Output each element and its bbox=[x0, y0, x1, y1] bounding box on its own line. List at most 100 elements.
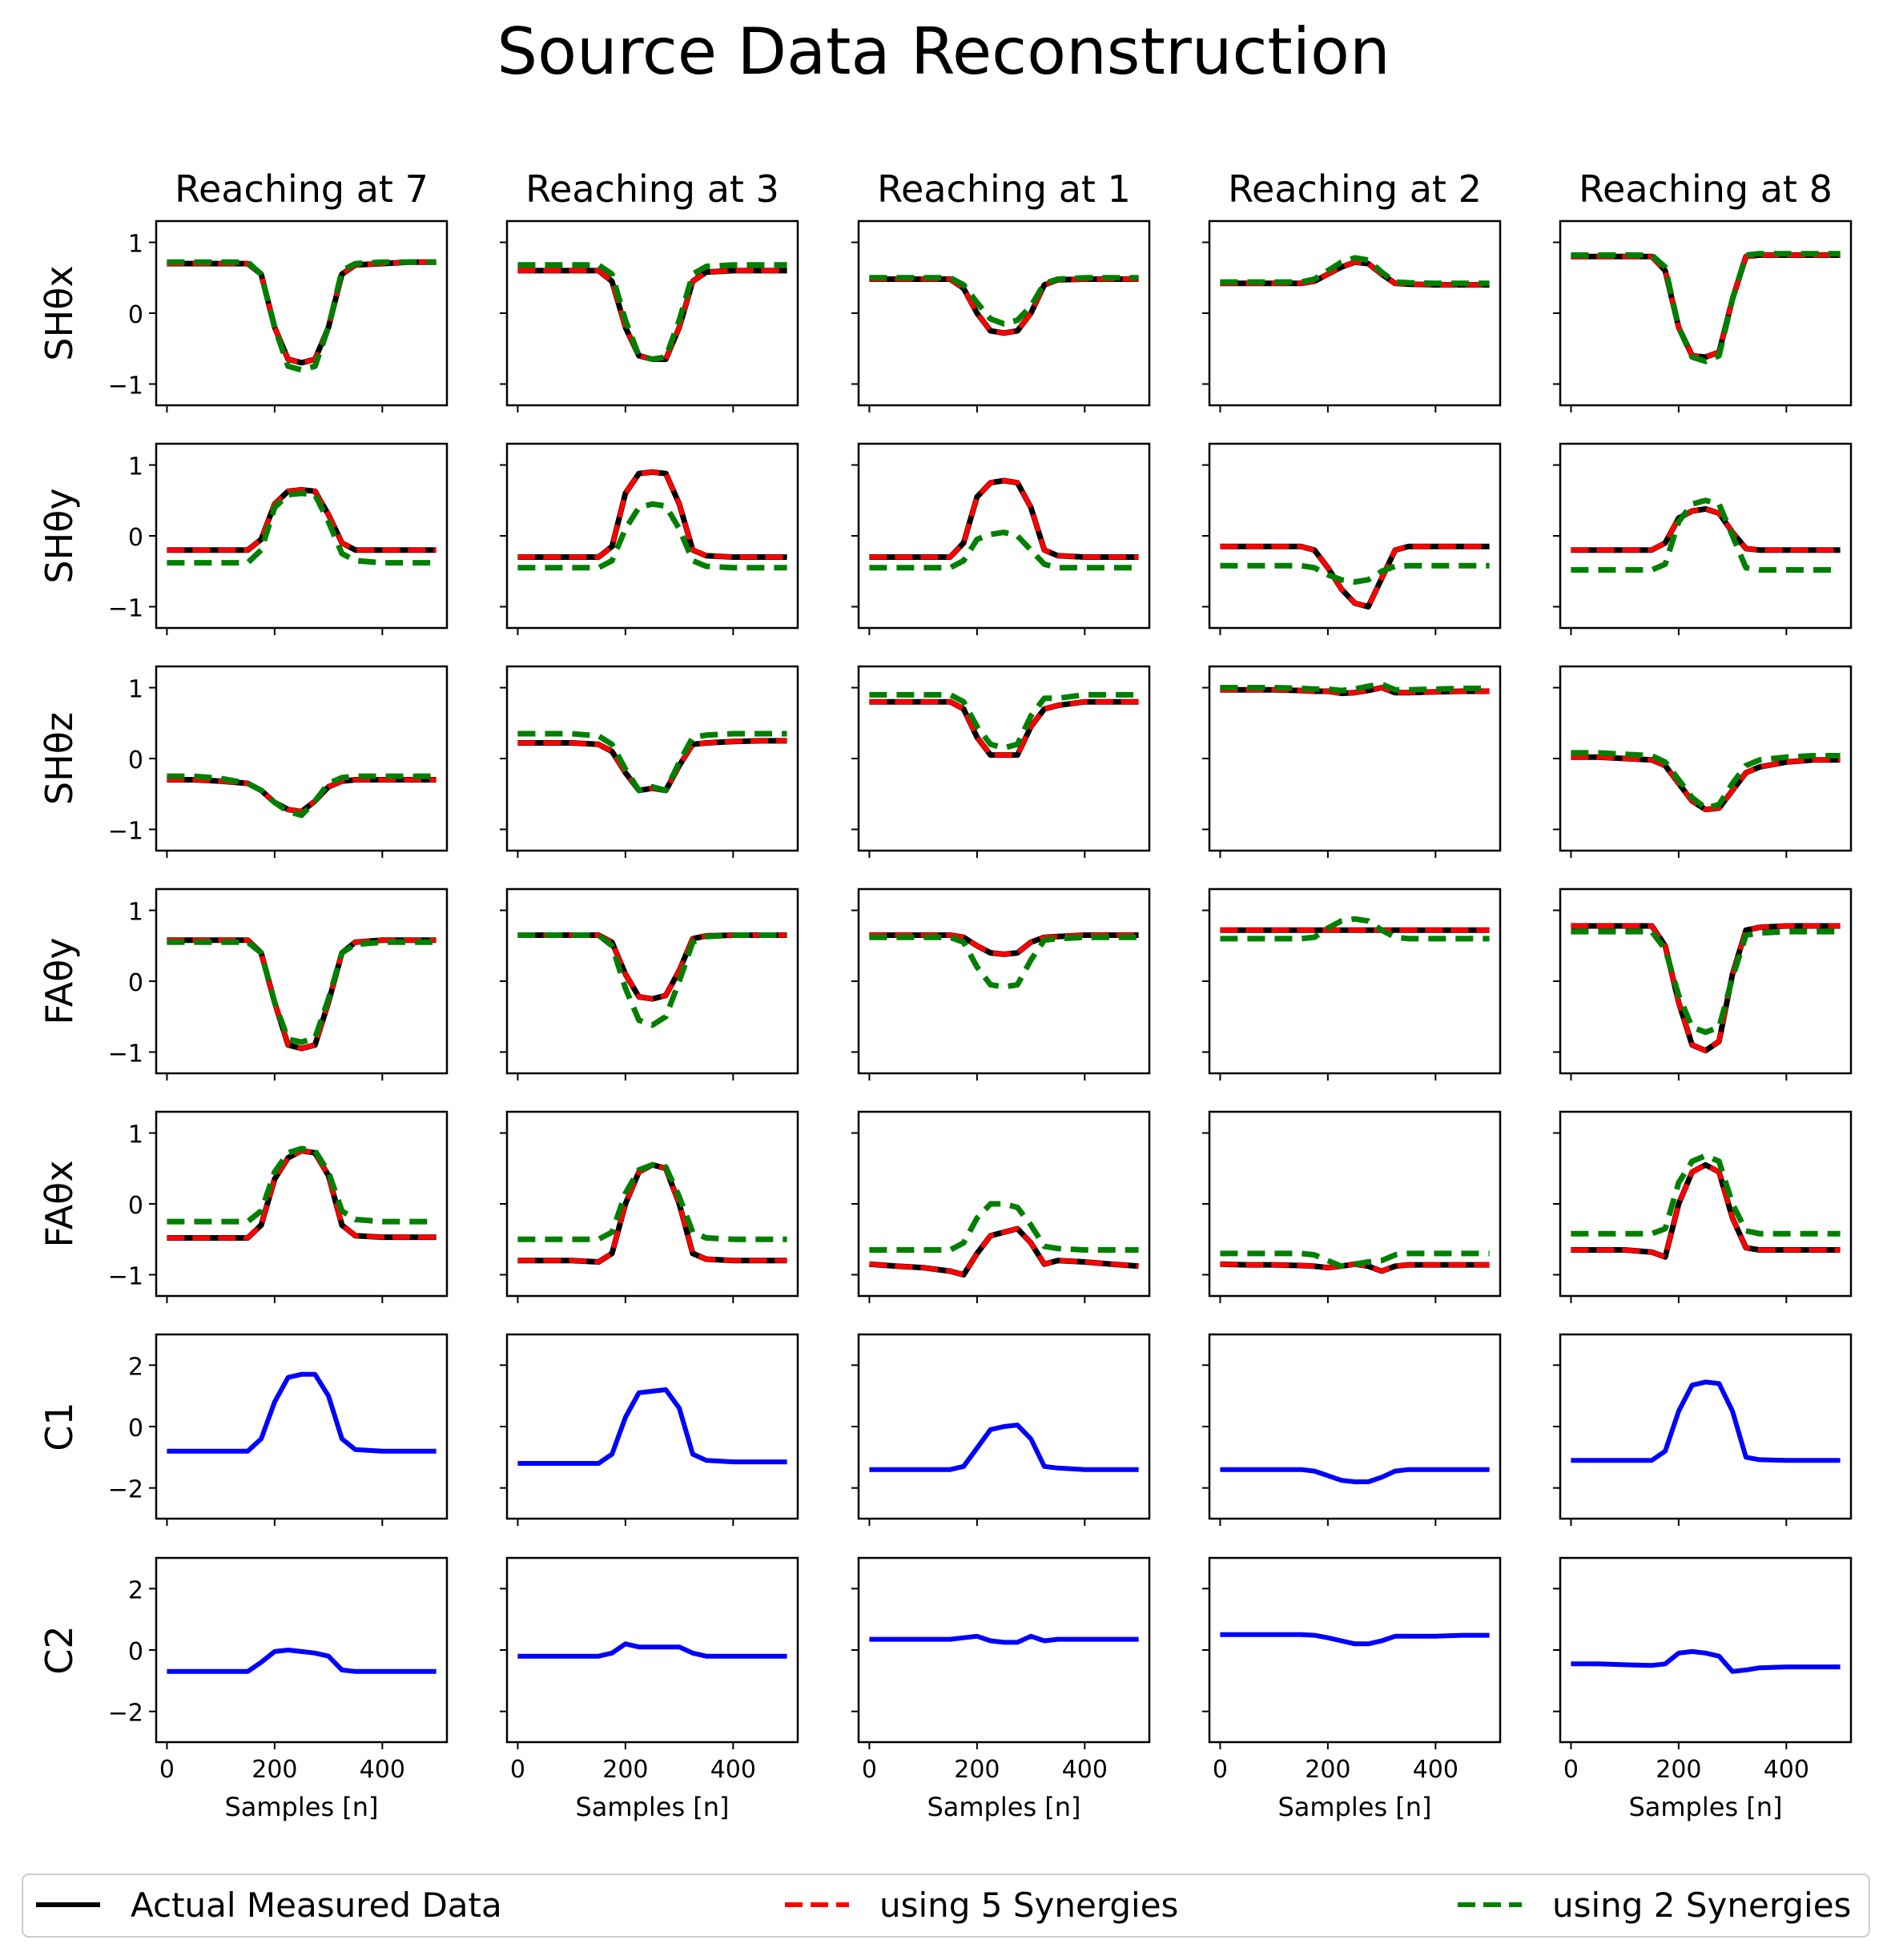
series-line-5-synergies bbox=[167, 487, 437, 553]
series-line-2-synergies bbox=[869, 275, 1139, 327]
subplot-frame bbox=[155, 665, 449, 852]
plot-area bbox=[1220, 1467, 1490, 1484]
subplot-frame bbox=[1559, 1110, 1853, 1298]
series-line-5-synergies bbox=[1571, 924, 1841, 1053]
y-tick-label: 1 bbox=[128, 899, 143, 927]
subplot-frame bbox=[857, 665, 1151, 852]
plot-area bbox=[1571, 1153, 1841, 1260]
column-title-reaching-at-1: Reaching at 1 bbox=[877, 167, 1131, 211]
plot-area bbox=[167, 487, 437, 566]
subplot-frame bbox=[857, 442, 1151, 630]
plot-area bbox=[167, 773, 437, 819]
series-line-2-synergies bbox=[517, 932, 787, 1028]
subplot-c2-reaching-at-8: 0 200 400 Samples [n] bbox=[1553, 1556, 1853, 1822]
column-title-reaching-at-8: Reaching at 8 bbox=[1579, 167, 1833, 211]
subplot-frame bbox=[155, 1110, 449, 1298]
series-line-2-synergies bbox=[517, 730, 787, 794]
legend-frame bbox=[22, 1873, 1870, 1938]
subplot-frame bbox=[1208, 442, 1502, 630]
series-line-2-synergies bbox=[1571, 928, 1841, 1036]
column-title-reaching-at-2: Reaching at 2 bbox=[1228, 167, 1482, 211]
series-line-5-synergies bbox=[1571, 506, 1841, 553]
plot-area bbox=[869, 691, 1139, 759]
subplot-fathetay-reaching-at-8 bbox=[1553, 887, 1853, 1081]
x-axis-label: Samples [n] bbox=[927, 1792, 1080, 1822]
y-tick-label: 2 bbox=[128, 1576, 143, 1604]
x-axis-label: Samples [n] bbox=[1628, 1792, 1782, 1822]
plot-area bbox=[1220, 543, 1490, 610]
x-tick-label: 200 bbox=[602, 1756, 648, 1784]
plot-area bbox=[517, 1161, 787, 1265]
subplot-frame bbox=[505, 1556, 799, 1744]
subplot-shthetay-reaching-at-2 bbox=[1202, 442, 1502, 635]
subplot-c2-reaching-at-7: 2 0 −2 0 200 400 Samples [n] bbox=[108, 1556, 449, 1822]
subplot-c1-reaching-at-8 bbox=[1553, 1333, 1853, 1526]
subplot-c2-reaching-at-3: 0 200 400 Samples [n] bbox=[500, 1556, 799, 1822]
series-line-component bbox=[1571, 1648, 1841, 1674]
x-axis-label: Samples [n] bbox=[1277, 1792, 1431, 1822]
subplot-frame bbox=[857, 1110, 1151, 1298]
row-label-fathetax: FAθx bbox=[38, 1160, 81, 1247]
x-tick-label: 0 bbox=[1563, 1756, 1579, 1784]
x-tick-label: 0 bbox=[1213, 1756, 1228, 1784]
plot-area bbox=[1571, 1379, 1841, 1463]
subplot-frame bbox=[1559, 665, 1853, 852]
legend-item-syn2: using 2 Synergies bbox=[1458, 1886, 1851, 1925]
legend-item-syn5: using 5 Synergies bbox=[785, 1886, 1178, 1925]
subplot-shthetax-reaching-at-3 bbox=[500, 219, 799, 413]
series-line-component bbox=[869, 1633, 1139, 1645]
subplot-shthetax-reaching-at-1 bbox=[851, 219, 1151, 413]
subplot-fathetax-reaching-at-3 bbox=[500, 1110, 799, 1303]
subplot-c1-reaching-at-1 bbox=[851, 1333, 1151, 1526]
subplot-frame bbox=[1559, 442, 1853, 630]
plot-area bbox=[1571, 1648, 1841, 1674]
y-tick-label: −1 bbox=[108, 1040, 143, 1068]
y-tick-label: −1 bbox=[108, 372, 143, 400]
row-label-shthetay: SHθy bbox=[38, 488, 81, 583]
series-line-2-synergies bbox=[517, 1161, 787, 1242]
series-line-5-synergies bbox=[1571, 1162, 1841, 1260]
series-line-5-synergies bbox=[1571, 755, 1841, 812]
plot-area bbox=[517, 262, 787, 362]
series-line-2-synergies bbox=[869, 691, 1139, 751]
y-tick-label: 0 bbox=[128, 969, 143, 997]
plot-area bbox=[1220, 1632, 1490, 1647]
plot-area bbox=[517, 730, 787, 794]
subplot-frame bbox=[1208, 1556, 1502, 1744]
series-line-component bbox=[1220, 1467, 1490, 1484]
series-line-component bbox=[869, 1423, 1139, 1472]
series-line-5-synergies bbox=[517, 469, 787, 560]
subplot-frame bbox=[155, 887, 449, 1075]
figure-title: Source Data Reconstruction bbox=[497, 14, 1390, 89]
series-line-5-synergies bbox=[1220, 544, 1490, 610]
plot-area bbox=[517, 469, 787, 571]
subplot-frame bbox=[857, 1556, 1151, 1744]
legend-label-syn2: using 2 Synergies bbox=[1552, 1886, 1851, 1925]
subplot-frame bbox=[1559, 219, 1853, 407]
y-tick-label: 1 bbox=[128, 231, 143, 259]
plot-area bbox=[517, 1641, 787, 1659]
subplot-c2-reaching-at-2: 0 200 400 Samples [n] bbox=[1202, 1556, 1502, 1822]
series-line-2-synergies bbox=[1571, 1153, 1841, 1237]
x-tick-label: 400 bbox=[1062, 1756, 1108, 1784]
y-tick-label: −1 bbox=[108, 817, 143, 845]
plot-area bbox=[1220, 255, 1490, 288]
legend-label-actual: Actual Measured Data bbox=[131, 1886, 502, 1925]
y-tick-label: 1 bbox=[128, 676, 143, 704]
series-line-component bbox=[1571, 1379, 1841, 1463]
x-tick-label: 400 bbox=[360, 1756, 405, 1784]
plot-area bbox=[1571, 923, 1841, 1054]
series-line-component bbox=[1220, 1632, 1490, 1647]
subplot-c1-reaching-at-2 bbox=[1202, 1333, 1502, 1526]
subplot-frame bbox=[505, 665, 799, 852]
subplot-frame bbox=[1208, 1333, 1502, 1520]
series-line-2-synergies bbox=[1220, 1250, 1490, 1270]
subplot-shthetaz-reaching-at-2 bbox=[1202, 665, 1502, 858]
plot-area bbox=[167, 1371, 437, 1454]
subplot-frame bbox=[155, 442, 449, 630]
series-line-2-synergies bbox=[1571, 497, 1841, 573]
subplot-frame bbox=[1208, 887, 1502, 1075]
series-line-5-synergies bbox=[517, 1162, 787, 1265]
subplot-frame bbox=[857, 1333, 1151, 1520]
